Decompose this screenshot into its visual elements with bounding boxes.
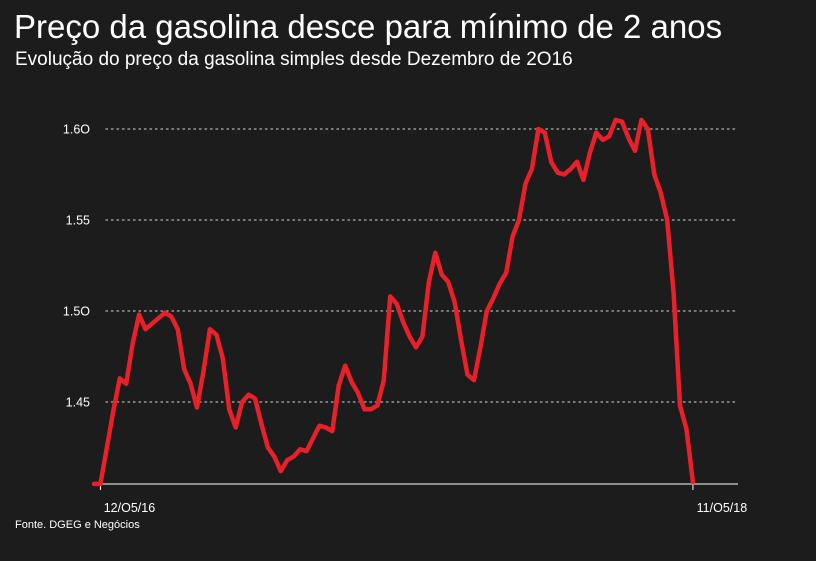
x-tick-label-0: 12/O5/16: [104, 501, 155, 515]
x-tick-label-1: 11/O5/18: [697, 501, 748, 515]
source-note: Fonte. DGEG e Negócios: [15, 519, 140, 531]
series-line-0: [91, 117, 696, 487]
y-tick-label-0: 1.45: [66, 396, 90, 410]
y-tick-label-1: 1.5O: [63, 305, 90, 319]
y-tick-label-2: 1.55: [66, 214, 90, 228]
chart-subtitle: Evolução do preço da gasolina simples de…: [15, 49, 573, 70]
chart-title: Preço da gasolina desce para mínimo de 2…: [14, 8, 723, 45]
y-tick-label-3: 1.6O: [63, 123, 90, 137]
